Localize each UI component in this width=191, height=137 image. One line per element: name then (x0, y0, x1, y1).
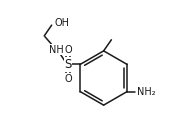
Text: O: O (64, 45, 72, 55)
Text: NH₂: NH₂ (137, 87, 155, 97)
Text: S: S (64, 58, 72, 71)
Text: NH: NH (49, 45, 64, 55)
Text: O: O (64, 74, 72, 84)
Text: OH: OH (55, 18, 70, 28)
